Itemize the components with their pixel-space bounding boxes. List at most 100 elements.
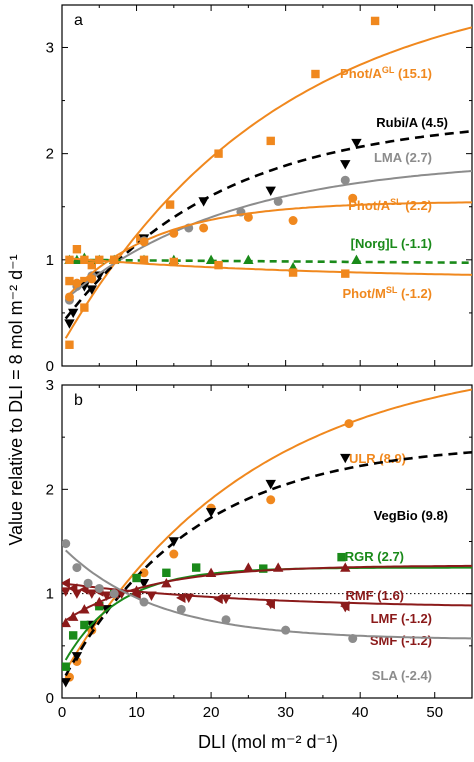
data-point [62,678,71,688]
fit-line [64,451,472,677]
series-label-value: (-1.2) [397,286,432,301]
data-point [259,564,268,573]
series-label: ULR (8.9) [349,451,406,466]
data-point [340,175,350,185]
data-point [62,587,71,597]
data-point [95,255,104,265]
data-point [337,552,346,562]
data-point [266,136,275,146]
data-point [348,634,358,644]
data-point [272,562,284,572]
data-point [146,591,157,601]
data-point [139,597,149,607]
data-point [273,196,283,206]
data-point [265,186,276,197]
series-label: SMF (-1.2) [370,633,432,648]
data-point [340,160,351,170]
data-point [67,308,79,319]
series-label: LMA (2.7) [374,150,432,165]
data-point [348,193,358,203]
data-point [214,149,223,158]
series-vegbio [62,451,472,688]
fit-line [64,201,472,299]
series-photm [65,255,472,278]
data-point [72,245,82,254]
data-point [205,567,217,577]
data-point [94,583,104,593]
data-point [86,285,98,295]
data-point [139,568,149,578]
data-point [80,620,89,630]
data-point [62,578,70,589]
data-point [67,611,79,621]
series-label: Phot/MSL (-1.2) [342,285,432,301]
data-point [94,596,105,607]
plot-frame [61,384,473,699]
data-point [169,257,179,267]
x-tick-label: 0 [58,704,66,721]
data-point [138,579,150,589]
data-point [68,631,78,640]
data-point [265,479,276,490]
panel-a: a 0 1 2 3 Phot/AGL (15.1) Rubi/A (4.5) LMA (2.7… [46,4,473,375]
series-label-sup: SL [390,197,402,207]
data-point [79,604,90,614]
data-point [288,268,298,277]
data-point [80,303,89,312]
data-point [161,578,172,588]
series-label-sup: SL [386,285,398,295]
data-point [62,539,71,549]
data-point [266,495,276,505]
fit-line [65,564,472,622]
data-point [340,603,351,613]
data-point [80,255,89,265]
data-point [176,604,186,614]
series-label: Phot/AGL (15.1) [340,65,432,81]
x-tick-label: 20 [203,704,220,721]
data-point [109,589,119,599]
data-point [165,200,175,209]
y-tick-label: 3 [46,39,54,56]
x-tick-label: 40 [352,704,369,721]
data-point [220,594,232,605]
data-point [101,591,112,601]
data-point [205,254,217,265]
y-tick-label: 1 [46,252,54,269]
data-point [162,568,171,577]
fit-line [64,26,472,339]
data-point [83,578,93,588]
series-label: VegBio (9.8) [374,508,448,523]
data-point [340,453,351,464]
data-point [139,237,149,247]
data-point [205,508,217,518]
data-point [199,223,209,233]
fit-line [65,257,472,276]
series-label: Phot/ASL (2.2) [348,197,432,213]
panel-letter: b [74,392,83,409]
series-label: LMF (-1.2) [371,611,432,626]
data-point [79,282,90,292]
data-point [243,212,253,222]
data-point [72,278,82,288]
panel-letter: a [74,12,83,29]
data-point [65,255,74,265]
x-tick-label: 30 [277,704,294,721]
y-tick-label: 3 [46,377,54,394]
data-point [64,292,74,302]
y-tick-label: 2 [46,146,54,163]
y-axis-label: Value relative to DLI = 8 mol m⁻² d⁻¹ [6,254,26,545]
data-point [176,592,186,604]
data-point [86,589,98,599]
y-tick-label: 0 [46,358,54,375]
series-sla [62,539,472,644]
panels: a 0 1 2 3 Phot/AGL (15.1) Rubi/A (4.5) LMA (2.7… [46,4,473,721]
series-label-value: (2.2) [402,198,432,213]
series-label: [Norg]L (-1.1) [351,236,432,251]
data-point [214,260,223,270]
data-point [72,563,82,573]
data-point [311,69,320,79]
data-point [64,319,75,329]
